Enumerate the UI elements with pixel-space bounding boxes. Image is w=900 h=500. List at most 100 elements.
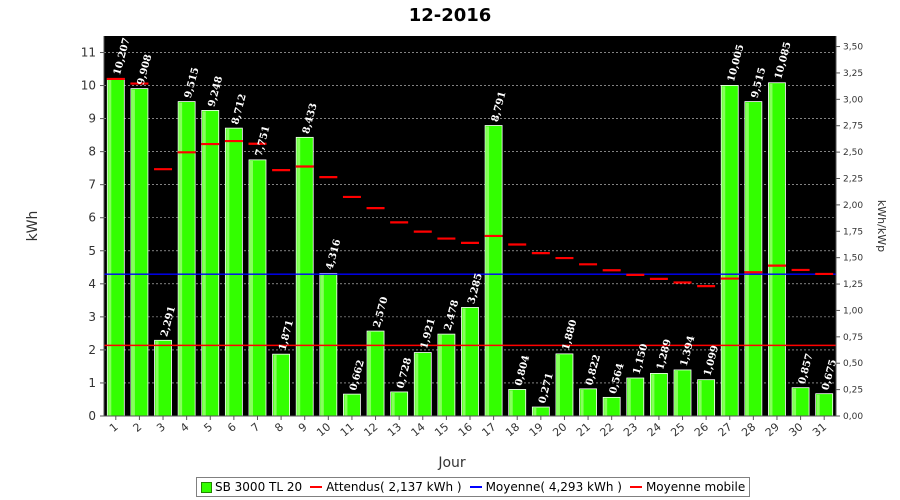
bar-highlight [556, 354, 560, 416]
x-tick-label: 25 [668, 420, 687, 439]
x-tick-label: 12 [361, 420, 380, 439]
y-right-tick-label: 2,00 [843, 201, 863, 211]
y-right-tick-label: 2,25 [843, 175, 863, 185]
x-tick-label: 26 [692, 420, 711, 439]
x-tick-label: 13 [385, 420, 404, 439]
x-tick-label: 7 [249, 420, 263, 434]
bar-highlight [297, 138, 301, 416]
x-tick-label: 20 [550, 420, 569, 439]
x-tick-label: 22 [598, 420, 617, 439]
bar-highlight [533, 408, 537, 416]
x-tick-label: 24 [645, 420, 664, 439]
y-right-tick-label: 3,25 [843, 69, 863, 79]
bar-highlight [249, 160, 253, 416]
bar-highlight [651, 374, 655, 416]
y-tick-label: 7 [88, 178, 96, 192]
y-right-tick-label: 1,75 [843, 227, 863, 237]
bar-highlight [108, 79, 112, 416]
legend-label-production: SB 3000 TL 20 [215, 480, 303, 494]
bar-highlight [391, 392, 395, 416]
legend-item-moving-average: Moyenne mobile [629, 480, 746, 494]
bar-highlight [745, 102, 749, 416]
legend-swatch-moving-average [629, 486, 642, 488]
y-tick-label: 8 [88, 145, 96, 159]
bars [106, 78, 834, 417]
y-right-tick-label: 0,50 [843, 359, 863, 369]
bar-highlight [793, 388, 797, 416]
bar-highlight [627, 379, 631, 416]
legend-swatch-production [201, 481, 212, 493]
bar-highlight [131, 89, 135, 416]
x-tick-label: 1 [107, 420, 121, 434]
bar-highlight [344, 395, 348, 416]
bar-highlight [226, 129, 230, 416]
y-tick-label: 6 [88, 211, 96, 225]
x-tick-label: 21 [574, 420, 593, 439]
legend-item-production: SB 3000 TL 20 [201, 480, 302, 494]
x-tick-label: 23 [621, 420, 640, 439]
x-tick-label: 31 [810, 420, 829, 439]
bar-highlight [486, 126, 490, 417]
legend-label-average: Moyenne( 4,293 kWh ) [485, 480, 622, 494]
x-tick-label: 30 [786, 420, 805, 439]
reference-lines [104, 273, 836, 347]
y-axis-label: kWh [25, 211, 41, 242]
y-tick-label: 10 [81, 79, 96, 93]
chart-title: 12-2016 [409, 5, 492, 26]
bar-highlight [698, 380, 702, 416]
x-tick-label: 5 [201, 420, 215, 434]
legend-swatch-expected [310, 486, 323, 488]
x-axis-label: Jour [437, 455, 466, 471]
y-right-tick-label: 1,25 [843, 280, 863, 290]
y-tick-label: 1 [88, 376, 96, 390]
bar-highlight [675, 370, 679, 416]
bar-highlight [769, 83, 773, 416]
x-tick-label: 8 [272, 420, 286, 434]
y-tick-label: 2 [88, 343, 96, 357]
legend-swatch-average [469, 486, 482, 488]
legend: SB 3000 TL 20 Attendus( 2,137 kWh ) Moye… [196, 477, 751, 497]
bar-highlight [415, 353, 419, 416]
legend-item-expected: Attendus( 2,137 kWh ) [310, 480, 462, 494]
bar-highlight [155, 341, 159, 416]
y-right-tick-label: 2,75 [843, 122, 863, 132]
bar-highlight [438, 335, 442, 416]
x-tick-label: 11 [338, 420, 357, 439]
bar-highlight [202, 111, 206, 416]
x-tick-label: 16 [456, 420, 475, 439]
x-tick-label: 2 [131, 420, 145, 434]
y-tick-label: 9 [88, 112, 96, 126]
x-tick-label: 3 [154, 420, 168, 434]
x-tick-label: 10 [314, 420, 333, 439]
x-tick-label: 17 [479, 420, 498, 439]
y-axis-right-label: kWh/kWp [875, 200, 888, 252]
bar-highlight [722, 86, 726, 417]
y-right-tick-label: 3,00 [843, 95, 863, 105]
x-tick-label: 6 [225, 420, 239, 434]
y-right-tick-label: 1,00 [843, 306, 863, 316]
x-tick-label: 27 [716, 420, 735, 439]
legend-label-moving-average: Moyenne mobile [645, 480, 746, 494]
y-tick-label: 11 [81, 46, 96, 60]
y-tick-label: 0 [88, 409, 96, 423]
bar-highlight [273, 355, 277, 416]
y-right-tick-label: 2,50 [843, 148, 863, 158]
x-tick-label: 14 [409, 420, 428, 439]
x-tick-label: 18 [503, 420, 522, 439]
y-tick-label: 4 [88, 277, 96, 291]
bar-highlight [816, 394, 820, 416]
bar-highlight [604, 398, 608, 416]
moving-average-marks [106, 77, 834, 288]
y-right-tick-label: 0,75 [843, 333, 863, 343]
bar-highlight [580, 389, 584, 416]
x-tick-label: 9 [296, 420, 310, 434]
y-right-tick-label: 0,00 [843, 412, 863, 422]
x-tick-label: 4 [178, 420, 192, 434]
y-right-tick-label: 0,25 [843, 386, 863, 396]
bar-highlight [509, 390, 513, 416]
x-tick-label: 15 [432, 420, 451, 439]
bar-highlight [462, 308, 466, 416]
legend-item-average: Moyenne( 4,293 kWh ) [469, 480, 622, 494]
x-tick-label: 29 [763, 420, 782, 439]
